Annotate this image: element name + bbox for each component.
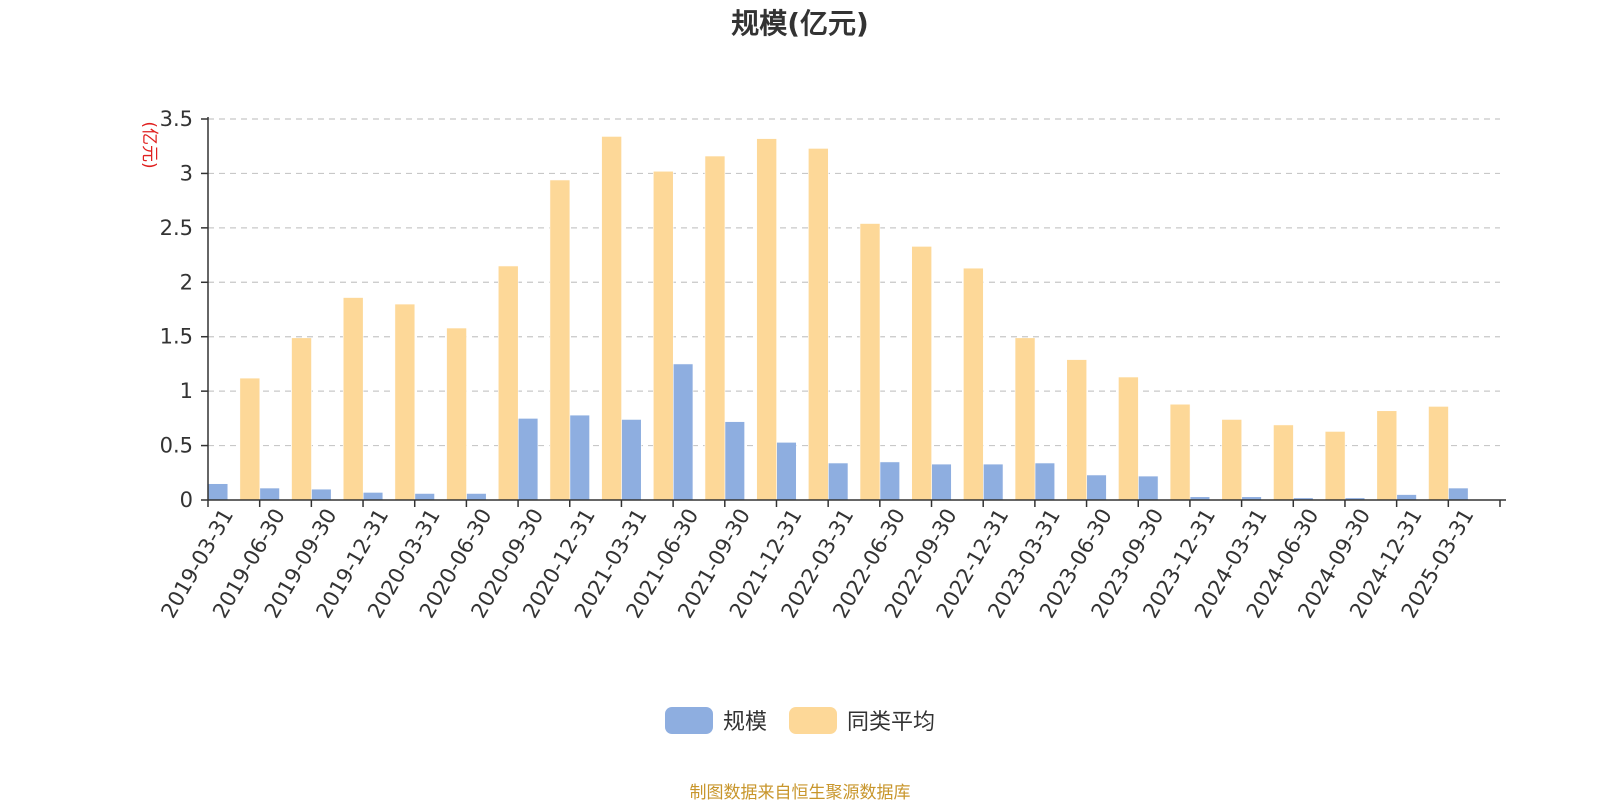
bar-peer-average[interactable] bbox=[1118, 376, 1139, 501]
bar-peer-average[interactable] bbox=[911, 246, 932, 501]
bar-scale[interactable] bbox=[620, 419, 642, 501]
legend-item-scale[interactable]: 规模 bbox=[664, 704, 767, 736]
bar-peer-average[interactable] bbox=[1066, 359, 1088, 501]
bar-peer-average[interactable] bbox=[291, 337, 312, 501]
bar-peer-average[interactable] bbox=[1376, 410, 1398, 501]
bar-peer-average[interactable] bbox=[963, 267, 984, 501]
bar-scale[interactable] bbox=[465, 493, 487, 501]
legend-swatch-scale bbox=[664, 706, 713, 734]
bar-peer-average[interactable] bbox=[808, 148, 829, 501]
bar-scale[interactable] bbox=[672, 363, 694, 501]
bar-scale[interactable] bbox=[362, 492, 384, 501]
x-tick-labels: 2019-03-312019-06-302019-09-302019-12-31… bbox=[156, 505, 1478, 623]
bar-peer-average[interactable] bbox=[1273, 424, 1294, 501]
y-tick-label: 3 bbox=[180, 161, 193, 185]
bar-scale[interactable] bbox=[931, 463, 952, 501]
legend: 规模 同类平均 bbox=[0, 705, 1600, 735]
bars bbox=[207, 136, 1469, 501]
data-source-note: 制图数据来自恒生聚源数据库 bbox=[689, 783, 911, 803]
bar-peer-average[interactable] bbox=[342, 297, 364, 501]
bar-peer-average[interactable] bbox=[1324, 431, 1346, 501]
bar-peer-average[interactable] bbox=[652, 170, 674, 501]
y-axis-label: (亿元) bbox=[139, 121, 159, 168]
bar-peer-average[interactable] bbox=[704, 155, 726, 501]
bar-scale[interactable] bbox=[1396, 494, 1417, 501]
bar-scale[interactable] bbox=[879, 461, 900, 501]
bar-scale[interactable] bbox=[1137, 475, 1159, 501]
bar-scale[interactable] bbox=[776, 442, 797, 501]
bar-scale[interactable] bbox=[517, 418, 539, 501]
chart-title: 规模(亿元) bbox=[731, 7, 869, 40]
y-tick-label: 1.5 bbox=[160, 325, 193, 349]
bar-scale[interactable] bbox=[982, 463, 1004, 501]
bar-scale[interactable] bbox=[724, 421, 745, 501]
bar-scale[interactable] bbox=[310, 488, 332, 501]
bar-peer-average[interactable] bbox=[497, 265, 519, 501]
bar-scale[interactable] bbox=[1034, 462, 1056, 501]
legend-label-scale: 规模 bbox=[722, 710, 767, 735]
bar-peer-average[interactable] bbox=[446, 327, 467, 501]
bar-scale[interactable] bbox=[1447, 487, 1469, 501]
y-tick-labels: 0 0.5 1 1.5 2 2.5 3 3.5 bbox=[160, 107, 193, 512]
bar-scale[interactable] bbox=[207, 483, 229, 501]
bar-scale[interactable] bbox=[569, 414, 590, 501]
bar-scale[interactable] bbox=[414, 493, 435, 501]
bar-peer-average[interactable] bbox=[1014, 337, 1036, 501]
grid-lines bbox=[201, 118, 1500, 501]
bar-peer-average[interactable] bbox=[239, 377, 261, 501]
y-tick-label: 1 bbox=[180, 379, 193, 403]
bar-peer-average[interactable] bbox=[394, 303, 416, 501]
legend-swatch-peer-average bbox=[789, 706, 837, 734]
bar-scale[interactable] bbox=[1086, 474, 1107, 501]
bar-scale[interactable] bbox=[259, 487, 280, 501]
bar-peer-average[interactable] bbox=[756, 138, 777, 501]
bar-peer-average[interactable] bbox=[1428, 406, 1449, 501]
bar-peer-average[interactable] bbox=[859, 223, 881, 501]
y-tick-label: 2.5 bbox=[160, 216, 193, 240]
bar-scale[interactable] bbox=[827, 462, 849, 501]
legend-item-peer-average[interactable]: 同类平均 bbox=[789, 704, 935, 736]
bar-peer-average[interactable] bbox=[549, 179, 571, 501]
bar-peer-average[interactable] bbox=[601, 136, 622, 501]
y-tick-label: 2 bbox=[180, 270, 193, 294]
axes bbox=[207, 117, 1506, 507]
y-tick-label: 3.5 bbox=[160, 107, 193, 131]
bar-peer-average[interactable] bbox=[1221, 419, 1243, 501]
legend-label-peer-average: 同类平均 bbox=[847, 710, 936, 735]
bar-peer-average[interactable] bbox=[1169, 403, 1191, 501]
y-tick-label: 0.5 bbox=[160, 434, 193, 458]
y-tick-label: 0 bbox=[180, 488, 193, 512]
